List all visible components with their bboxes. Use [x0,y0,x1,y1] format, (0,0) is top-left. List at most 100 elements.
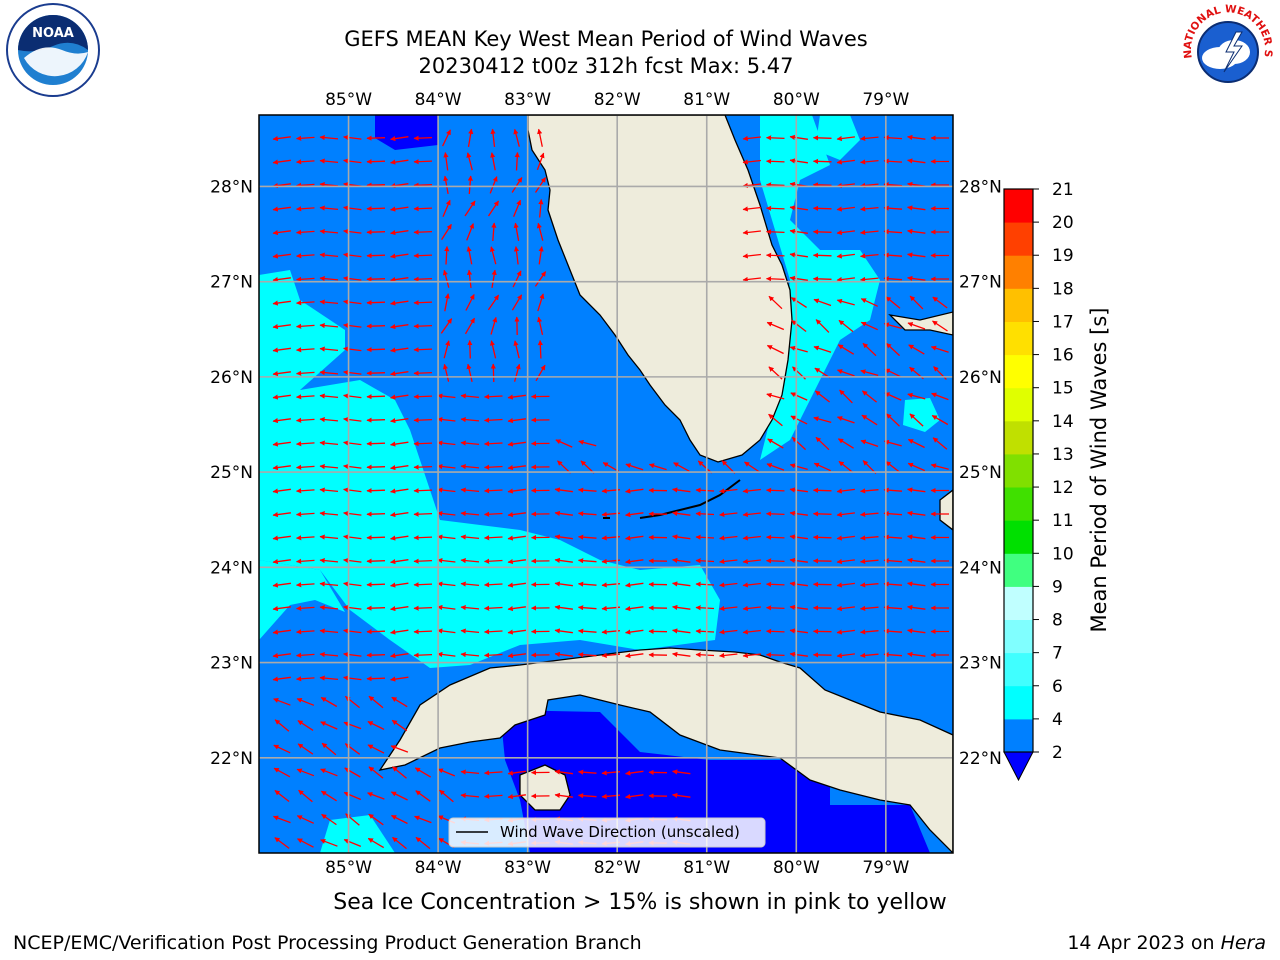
wind-wave-arrow [765,205,785,211]
wind-wave-arrow [390,371,409,377]
wind-wave-arrow [343,158,362,164]
wind-wave-arrow [577,581,597,587]
wind-wave-arrow [625,629,644,635]
wind-wave-arrow [272,135,291,142]
wind-wave-arrow [907,252,926,258]
wind-wave-arrow [295,629,315,635]
wind-wave-arrow [837,344,855,355]
wind-wave-arrow [909,295,924,310]
wind-wave-arrow [413,135,433,141]
wind-wave-arrow [368,695,384,709]
wind-wave-arrow [320,721,338,730]
wind-wave-arrow [343,675,362,681]
wind-wave-arrow [907,534,926,540]
wind-wave-arrow [534,177,547,193]
wind-wave-arrow [860,321,878,331]
wind-wave-arrow [343,134,362,141]
wind-wave-arrow [319,675,339,681]
lon-tick-label: 85°W [325,90,372,110]
wind-wave-arrow [837,416,855,424]
wind-wave-arrow [319,393,339,399]
colorbar-tick-label: 12 [1052,478,1074,498]
wind-wave-arrow [836,229,855,236]
wind-wave-arrow [343,346,362,352]
colorbar-segment [1004,553,1033,587]
wind-wave-arrow [602,462,620,472]
wind-wave-arrow [413,347,433,353]
wind-wave-arrow [413,652,433,658]
wind-wave-arrow [437,768,456,777]
wind-wave-arrow [765,252,785,258]
wind-wave-arrow [765,605,785,611]
wind-wave-arrow [538,198,544,218]
wind-wave-arrow [789,228,808,234]
wind-wave-arrow [274,837,290,849]
wind-wave-arrow [932,296,948,309]
lon-tick-label: 79°W [862,90,909,110]
wind-wave-arrow [466,269,473,288]
wind-wave-arrow [366,135,386,141]
wind-wave-arrow [319,369,339,376]
colorbar-tick-label: 16 [1052,346,1074,366]
colorbar-tick-label: 21 [1052,180,1074,200]
wind-wave-arrow [836,652,855,659]
wind-wave-arrow [343,557,362,564]
wind-wave-arrow [554,581,573,587]
wind-wave-arrow [789,604,808,611]
wind-wave-arrow [319,651,339,658]
isla-juventud-land [519,764,571,811]
wind-wave-arrow [695,652,715,658]
wind-wave-arrow [860,439,879,448]
wind-wave-arrow [765,558,785,564]
wind-wave-arrow [460,534,480,540]
wind-wave-arrow [883,605,903,611]
wind-wave-arrow [744,461,760,473]
wind-wave-arrow [392,766,407,779]
wind-wave-arrow [390,606,409,612]
wind-wave-arrow [437,393,456,399]
wind-wave-arrow [295,253,315,259]
wind-wave-arrow [766,321,785,331]
wind-wave-arrow [390,441,409,447]
wind-wave-arrow [695,487,715,493]
wind-wave-arrow [295,488,315,494]
wind-wave-arrow [765,276,785,282]
wind-wave-arrow [272,652,291,659]
wind-wave-arrow [413,535,433,541]
wind-wave-arrow [272,488,291,494]
wind-wave-arrow [742,159,761,165]
wind-wave-arrow [295,182,315,188]
wind-wave-arrow [625,793,644,800]
wind-wave-arrow [272,206,291,212]
wind-wave-arrow [813,462,831,472]
wind-wave-arrow [859,629,879,635]
wind-wave-arrow [390,629,409,635]
wind-wave-arrow [487,294,500,311]
wind-wave-arrow [672,581,691,587]
wind-wave-arrow [460,604,480,611]
lon-tick-label: 83°W [504,858,551,878]
wind-wave-arrow [413,558,433,564]
wind-wave-arrow [577,628,597,634]
wind-wave-arrow [812,135,832,141]
map-legend: Wind Wave Direction (unscaled) [448,817,766,848]
wind-wave-arrow [413,582,433,588]
wind-wave-arrow [742,206,761,212]
wind-wave-arrow [390,253,409,259]
wind-wave-arrow [319,158,339,164]
wind-wave-arrow [721,460,736,474]
wind-wave-arrow [295,394,315,400]
wind-wave-arrow [514,151,520,171]
wind-wave-arrow [907,651,926,658]
wind-wave-arrow [460,416,480,423]
wind-wave-arrow [483,582,503,588]
wind-wave-arrow [442,129,451,147]
wind-wave-arrow [909,413,924,427]
wind-wave-arrows [272,128,949,850]
wind-wave-arrow [765,182,785,188]
wind-wave-arrow [765,652,785,658]
wind-wave-arrow [672,604,691,611]
wind-wave-arrow [390,559,409,565]
wind-wave-arrow [789,487,808,493]
wind-wave-arrow [907,581,926,587]
